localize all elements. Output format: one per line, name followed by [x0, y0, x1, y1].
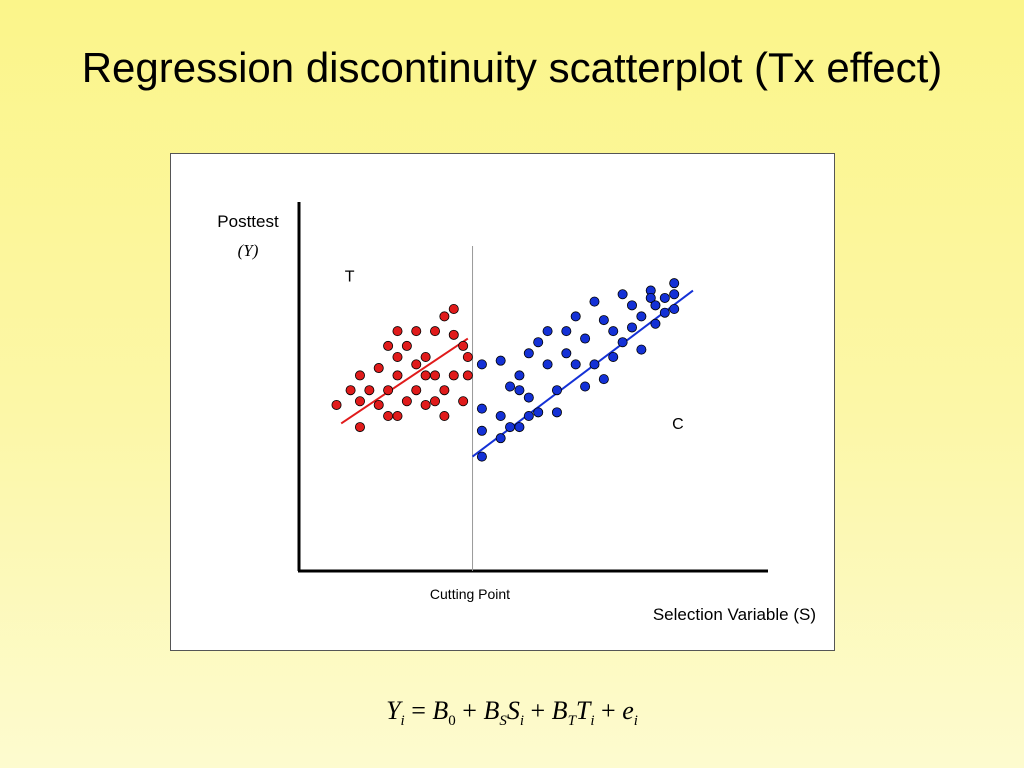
data-point [514, 370, 525, 381]
data-point [533, 407, 544, 418]
data-point [430, 370, 441, 381]
data-point [505, 422, 516, 433]
data-point [495, 433, 506, 444]
data-point [383, 411, 394, 422]
data-point [598, 374, 609, 385]
data-point [570, 311, 581, 322]
data-point [401, 396, 412, 407]
data-point [495, 411, 506, 422]
data-point [383, 385, 394, 396]
data-point [645, 292, 656, 303]
data-point [617, 337, 628, 348]
data-point [626, 300, 637, 311]
data-point [542, 359, 553, 370]
data-point [430, 396, 441, 407]
data-point [626, 322, 637, 333]
data-point [580, 333, 591, 344]
data-point [462, 370, 473, 381]
data-point [401, 340, 412, 351]
data-point [608, 326, 619, 337]
data-point [551, 407, 562, 418]
data-point [439, 385, 450, 396]
data-point [373, 399, 384, 410]
data-point [523, 411, 534, 422]
data-point [476, 425, 487, 436]
data-point [420, 351, 431, 362]
data-point [420, 399, 431, 410]
data-point [354, 370, 365, 381]
data-point [354, 422, 365, 433]
data-point [523, 392, 534, 403]
data-point [345, 385, 356, 396]
data-point [533, 337, 544, 348]
formula-text: Yi = B0 + BSSi + BTTi + ei [386, 696, 638, 730]
regression-formula: Yi = B0 + BSSi + BTTi + ei [0, 696, 1024, 730]
data-point [580, 381, 591, 392]
data-point [448, 304, 459, 315]
data-point [458, 396, 469, 407]
data-point [636, 344, 647, 355]
data-point [551, 385, 562, 396]
data-point [331, 399, 342, 410]
y-axis-label-line2: (Y) [238, 241, 259, 260]
data-point [542, 326, 553, 337]
data-point [392, 326, 403, 337]
data-point [570, 359, 581, 370]
data-point [462, 351, 473, 362]
data-point [383, 340, 394, 351]
data-point [561, 326, 572, 337]
data-point [439, 311, 450, 322]
regression-line-0 [340, 337, 469, 425]
data-point [439, 411, 450, 422]
data-point [659, 307, 670, 318]
data-point [505, 381, 516, 392]
data-point [495, 355, 506, 366]
data-point [448, 329, 459, 340]
regression-line-1 [471, 289, 694, 458]
data-point [430, 326, 441, 337]
data-point [364, 385, 375, 396]
data-point [411, 326, 422, 337]
data-point [476, 403, 487, 414]
slide-title: Regression discontinuity scatterplot (Tx… [81, 44, 943, 91]
data-point [589, 359, 600, 370]
chart-frame: Posttest (Y) Cutting Point Selection Var… [170, 153, 835, 651]
data-point [392, 351, 403, 362]
data-point [598, 315, 609, 326]
annotation-label-c: C [672, 416, 684, 433]
data-point [669, 289, 680, 300]
data-point [669, 278, 680, 289]
data-point [476, 451, 487, 462]
data-point [617, 289, 628, 300]
data-point [354, 396, 365, 407]
data-point [650, 318, 661, 329]
data-point [659, 292, 670, 303]
data-point [373, 363, 384, 374]
data-point [392, 370, 403, 381]
data-point [669, 304, 680, 315]
data-point [411, 385, 422, 396]
data-point [636, 311, 647, 322]
data-point [514, 422, 525, 433]
data-point [514, 385, 525, 396]
x-axis-label: Selection Variable (S) [653, 605, 816, 624]
data-point [561, 348, 572, 359]
data-point [392, 411, 403, 422]
annotation-label-t: T [345, 269, 355, 286]
cutting-point-label: Cutting Point [430, 586, 510, 602]
data-point [476, 359, 487, 370]
data-point [589, 296, 600, 307]
scatter-chart: Posttest (Y) Cutting Point Selection Var… [217, 202, 816, 624]
data-point [523, 348, 534, 359]
data-point [420, 370, 431, 381]
data-point [448, 370, 459, 381]
data-point [458, 340, 469, 351]
data-point [650, 300, 661, 311]
y-axis-label-line1: Posttest [217, 212, 279, 231]
data-point [608, 351, 619, 362]
data-point [411, 359, 422, 370]
